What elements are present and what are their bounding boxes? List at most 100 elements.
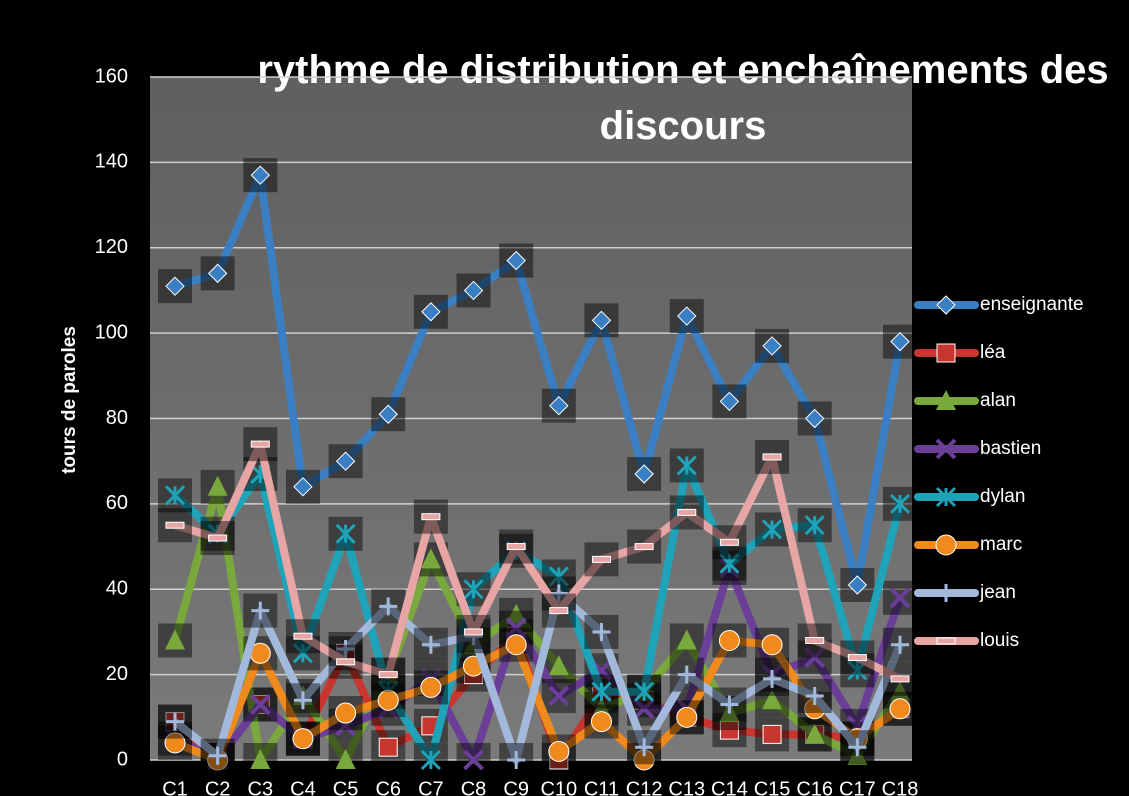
marker-shape	[848, 738, 867, 757]
marker-shape	[677, 508, 697, 516]
marker-shape	[249, 694, 271, 715]
marker-shape	[548, 740, 570, 762]
marker-shape	[935, 486, 957, 508]
marker-shape	[164, 732, 186, 754]
legend-label: marc	[980, 534, 1022, 555]
data-point	[285, 469, 320, 504]
series-line	[173, 636, 903, 764]
marker-shape	[463, 749, 484, 771]
marker-shape	[336, 658, 356, 666]
marker-shape	[761, 634, 783, 656]
data-point	[883, 691, 917, 726]
x-tick-label: C4	[290, 778, 316, 796]
marker-shape	[250, 749, 271, 769]
legend-label: jean	[979, 582, 1016, 603]
data-point	[413, 499, 448, 534]
marker-shape	[761, 519, 783, 540]
legend-marker	[935, 534, 957, 556]
marker-shape	[591, 681, 612, 702]
legend-marker	[936, 390, 956, 410]
marker-shape	[506, 603, 527, 624]
marker-shape	[292, 643, 314, 664]
marker-shape	[335, 749, 356, 769]
marker-shape	[208, 746, 227, 765]
data-point	[158, 623, 192, 658]
y-tick-label: 120	[95, 236, 128, 258]
data-point	[456, 273, 491, 308]
data-point	[413, 294, 448, 329]
data-point	[755, 661, 790, 696]
y-tick-label: 140	[95, 151, 128, 173]
data-point	[200, 521, 235, 556]
data-point	[499, 529, 534, 564]
data-point	[669, 495, 704, 530]
marker-shape	[676, 455, 697, 476]
x-tick-label: C12	[626, 778, 663, 796]
data-point	[627, 456, 662, 491]
marker-shape	[935, 534, 957, 556]
marker-shape	[335, 702, 357, 724]
data-point	[285, 619, 320, 654]
marker-shape	[763, 669, 782, 688]
data-point	[285, 636, 320, 671]
marker-shape	[890, 680, 910, 701]
legend-label: enseignante	[980, 294, 1084, 315]
data-point	[243, 743, 278, 777]
data-point	[541, 678, 576, 713]
marker-shape	[165, 629, 185, 650]
data-point	[669, 448, 704, 483]
data-point	[541, 593, 576, 628]
marker-shape	[293, 632, 313, 640]
legend-label: dylan	[980, 486, 1025, 507]
data-point	[584, 704, 619, 739]
marker-shape	[805, 636, 825, 644]
marker-shape	[890, 331, 910, 352]
data-point	[712, 687, 747, 722]
marker-shape	[335, 523, 356, 544]
legend-label: bastien	[980, 438, 1041, 459]
marker-shape	[549, 584, 568, 603]
marker-shape	[891, 635, 909, 654]
marker-shape	[634, 681, 655, 702]
marker-shape	[720, 695, 739, 714]
data-point	[883, 580, 917, 615]
marker-shape	[251, 601, 270, 620]
marker-shape	[719, 553, 740, 574]
data-point	[669, 700, 704, 735]
x-tick-label: C10	[540, 778, 577, 796]
marker-shape	[549, 395, 569, 416]
x-tick-label: C17	[839, 778, 876, 796]
legend-marker	[937, 584, 955, 602]
data-point	[499, 627, 534, 662]
marker-shape	[936, 343, 956, 363]
data-point	[712, 546, 747, 581]
data-point	[200, 469, 235, 504]
marker-shape	[889, 493, 911, 514]
marker-shape	[889, 587, 911, 609]
marker-shape	[250, 440, 270, 448]
marker-shape	[805, 686, 824, 705]
marker-shape	[507, 751, 526, 769]
marker-shape	[719, 391, 740, 412]
data-point	[200, 738, 235, 773]
marker-shape	[591, 555, 611, 563]
x-tick-label: C3	[248, 778, 274, 796]
marker-shape	[207, 475, 228, 496]
legend-marker	[936, 295, 956, 315]
marker-shape	[293, 691, 312, 710]
data-point	[328, 516, 363, 551]
data-point	[797, 508, 832, 543]
data-point	[243, 593, 278, 628]
marker-shape	[935, 438, 957, 460]
marker-shape	[548, 685, 570, 707]
data-point	[499, 743, 534, 777]
x-tick-label: C16	[796, 778, 833, 796]
marker-shape	[889, 698, 911, 720]
marker-shape	[718, 629, 740, 651]
x-tick-label: C9	[503, 778, 529, 796]
data-point	[755, 717, 790, 752]
x-tick-label: C14	[711, 778, 748, 796]
marker-shape	[378, 671, 398, 679]
data-point	[840, 640, 875, 675]
